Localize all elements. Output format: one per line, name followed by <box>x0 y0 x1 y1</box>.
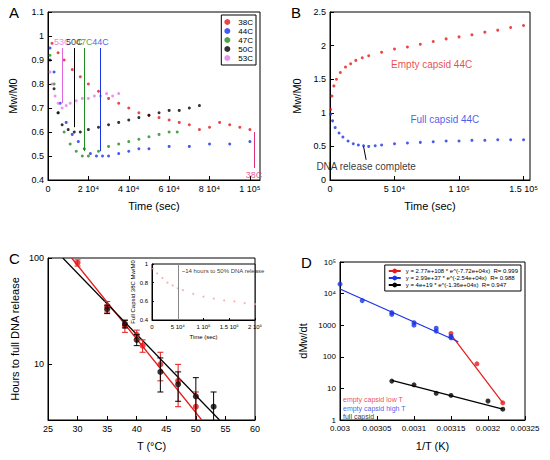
svg-text:Time (sec): Time (sec) <box>128 200 180 212</box>
svg-text:Mw/M0: Mw/M0 <box>291 78 303 113</box>
svg-text:2 10⁵: 2 10⁵ <box>248 324 263 330</box>
svg-text:0.0031: 0.0031 <box>402 424 427 433</box>
svg-text:2 10⁴: 2 10⁴ <box>78 184 100 194</box>
svg-text:38C: 38C <box>246 170 263 180</box>
svg-text:1: 1 <box>145 261 149 267</box>
svg-text:0: 0 <box>327 184 332 194</box>
svg-text:25: 25 <box>43 424 53 434</box>
svg-text:35: 35 <box>102 424 112 434</box>
svg-text:B: B <box>291 4 301 21</box>
svg-text:6 10⁴: 6 10⁴ <box>158 184 180 194</box>
svg-text:5 10⁴: 5 10⁴ <box>384 184 406 194</box>
svg-text:~14 hours to 50% DNA release: ~14 hours to 50% DNA release <box>182 268 265 274</box>
svg-text:100: 100 <box>323 352 337 361</box>
svg-text:2.5: 2.5 <box>313 7 326 17</box>
svg-text:1 10⁵: 1 10⁵ <box>448 184 470 194</box>
svg-text:T (°C): T (°C) <box>137 440 166 452</box>
svg-text:empty capsid high T: empty capsid high T <box>343 405 406 413</box>
svg-text:Mw/M0: Mw/M0 <box>7 78 19 113</box>
svg-text:0.6: 0.6 <box>140 298 149 304</box>
svg-text:Time (sec): Time (sec) <box>189 334 217 340</box>
svg-text:0.9: 0.9 <box>31 55 44 65</box>
svg-text:0.00315: 0.00315 <box>437 424 466 433</box>
svg-text:55: 55 <box>220 424 230 434</box>
svg-text:1 10⁵: 1 10⁵ <box>239 184 261 194</box>
svg-text:50: 50 <box>191 424 201 434</box>
svg-text:0.8: 0.8 <box>140 280 149 286</box>
svg-text:0.4: 0.4 <box>140 317 149 323</box>
svg-text:dMw/dt: dMw/dt <box>297 323 309 358</box>
svg-text:10: 10 <box>327 384 336 393</box>
svg-text:0.8: 0.8 <box>31 79 44 89</box>
svg-text:0.003: 0.003 <box>330 424 351 433</box>
svg-text:40: 40 <box>132 424 142 434</box>
svg-text:Full capsid 44C: Full capsid 44C <box>410 114 479 125</box>
svg-text:full capsid: full capsid <box>343 413 374 421</box>
svg-text:0.4: 0.4 <box>31 175 44 185</box>
svg-text:0: 0 <box>45 184 50 194</box>
svg-text:47C: 47C <box>238 36 253 45</box>
svg-text:1/T (K): 1/T (K) <box>416 440 449 452</box>
svg-text:100: 100 <box>29 253 44 263</box>
svg-text:0: 0 <box>321 175 326 185</box>
svg-text:50C: 50C <box>66 36 83 47</box>
svg-text:10: 10 <box>34 359 44 369</box>
svg-text:44C: 44C <box>92 37 109 47</box>
svg-text:1: 1 <box>39 31 44 41</box>
svg-text:4 10⁴: 4 10⁴ <box>118 184 140 194</box>
svg-text:Hours to full DNA release: Hours to full DNA release <box>9 277 21 401</box>
svg-text:1.5 10⁵: 1.5 10⁵ <box>509 184 538 194</box>
svg-text:1: 1 <box>321 108 326 118</box>
svg-text:y = 2.99e+37 * e^(-2.54e+04x): y = 2.99e+37 * e^(-2.54e+04x) R= 0.988 <box>406 275 516 281</box>
svg-text:30: 30 <box>73 424 83 434</box>
svg-text:44C: 44C <box>238 27 253 36</box>
svg-text:y = 2.77e+108 * e^(-7.72e+04x): y = 2.77e+108 * e^(-7.72e+04x) R= 0.999 <box>406 268 519 274</box>
svg-text:Empty capsid 44C: Empty capsid 44C <box>391 59 472 70</box>
svg-text:60: 60 <box>250 424 260 434</box>
svg-text:C: C <box>9 250 20 267</box>
svg-text:DNA release complete: DNA release complete <box>316 161 416 172</box>
svg-text:50C: 50C <box>238 45 253 54</box>
svg-text:45: 45 <box>161 424 171 434</box>
svg-text:1 10⁵: 1 10⁵ <box>196 324 211 330</box>
svg-text:53C: 53C <box>238 54 253 63</box>
svg-text:0: 0 <box>150 324 154 330</box>
svg-text:y = 4e+19 * e^(-1.36e+04x) R=: y = 4e+19 * e^(-1.36e+04x) R= 0.947 <box>406 282 507 288</box>
svg-text:empty capsid low T: empty capsid low T <box>343 396 404 404</box>
svg-text:D: D <box>301 254 312 271</box>
svg-text:5 10⁴: 5 10⁴ <box>171 324 186 330</box>
svg-text:10⁵: 10⁵ <box>324 258 336 267</box>
svg-text:0.5: 0.5 <box>31 151 44 161</box>
svg-text:0.6: 0.6 <box>31 127 44 137</box>
svg-text:1000: 1000 <box>318 321 336 330</box>
svg-text:A: A <box>9 4 19 21</box>
svg-text:0.00325: 0.00325 <box>511 424 540 433</box>
svg-text:1.5 10⁵: 1.5 10⁵ <box>220 324 240 330</box>
svg-text:53C: 53C <box>53 36 71 47</box>
svg-text:8 10⁴: 8 10⁴ <box>199 184 221 194</box>
svg-text:10⁴: 10⁴ <box>324 289 337 298</box>
svg-text:Time (sec): Time (sec) <box>404 200 456 212</box>
svg-text:0.00305: 0.00305 <box>363 424 392 433</box>
svg-text:1.1: 1.1 <box>31 7 44 17</box>
svg-text:Full Capsid 38C Mw/M0: Full Capsid 38C Mw/M0 <box>130 259 136 323</box>
svg-text:2: 2 <box>321 41 326 51</box>
svg-text:1: 1 <box>331 415 336 425</box>
svg-text:47C: 47C <box>76 37 93 47</box>
svg-text:0.5: 0.5 <box>313 141 326 151</box>
svg-text:0.0032: 0.0032 <box>476 424 501 433</box>
svg-text:0.7: 0.7 <box>31 103 44 113</box>
svg-text:1.5: 1.5 <box>313 74 326 84</box>
svg-text:38C: 38C <box>238 18 253 27</box>
